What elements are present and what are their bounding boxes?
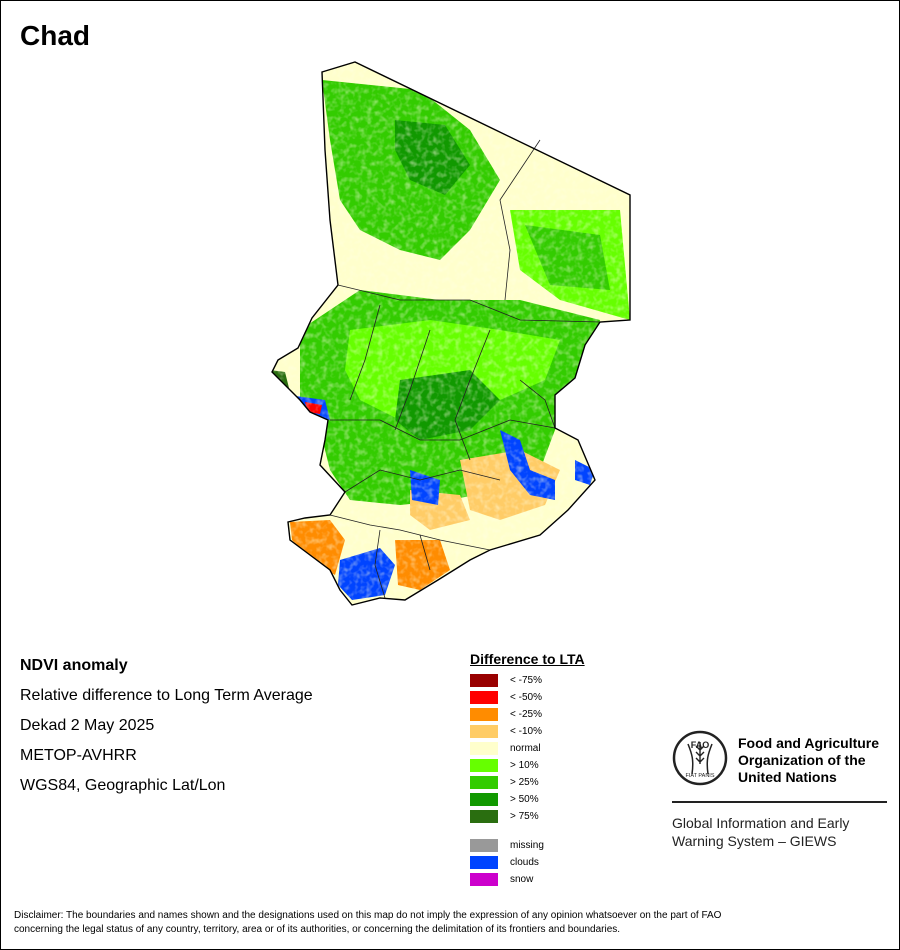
legend-swatch xyxy=(470,674,498,687)
legend-label: normal xyxy=(510,743,541,754)
legend-classes: < -75% < -50% < -25% < -10% normal > 10% > 25%… xyxy=(470,672,670,825)
chad-map-svg xyxy=(271,61,631,606)
legend: Difference to LTA < -75% < -50% < -25% < -1… xyxy=(470,651,670,888)
logo-divider xyxy=(672,801,887,803)
legend-label: snow xyxy=(510,874,534,885)
legend-item: > 75% xyxy=(470,808,670,825)
admin-boundaries xyxy=(329,139,601,599)
legend-item: normal xyxy=(470,740,670,757)
fao-emblem-icon: FAO FIAT PANIS xyxy=(672,730,728,786)
legend-swatch xyxy=(470,793,498,806)
ndvi-raster xyxy=(272,62,630,605)
legend-item: < -75% xyxy=(470,672,670,689)
boundary-line xyxy=(394,329,431,431)
legend-swatch xyxy=(470,810,498,823)
time-period: Dekad 2 May 2025 xyxy=(20,717,155,734)
boundary-line xyxy=(344,469,501,493)
giews-name: Global Information and Early Warning Sys… xyxy=(672,815,850,849)
legend-label: < -25% xyxy=(510,709,542,720)
legend-label: < -10% xyxy=(510,726,542,737)
boundary-line xyxy=(374,529,386,599)
legend-item: < -50% xyxy=(470,689,670,706)
legend-swatch xyxy=(470,776,498,789)
legend-label: > 75% xyxy=(510,811,539,822)
legend-title: Difference to LTA xyxy=(470,651,585,667)
map-title: Chad xyxy=(20,20,90,51)
legend-swatch xyxy=(470,725,498,738)
legend-item: > 10% xyxy=(470,757,670,774)
legend-swatch xyxy=(470,691,498,704)
legend-item: > 25% xyxy=(470,774,670,791)
map-info: NDVI anomaly Relative difference to Long… xyxy=(20,655,313,805)
legend-swatch xyxy=(470,759,498,772)
legend-swatch xyxy=(470,708,498,721)
legend-item: snow xyxy=(470,871,670,888)
legend-label: clouds xyxy=(510,857,539,868)
legend-swatch xyxy=(470,839,498,852)
boundary-line xyxy=(330,419,556,441)
legend-swatch xyxy=(470,742,498,755)
legend-swatch xyxy=(470,873,498,886)
legend-item: clouds xyxy=(470,854,670,871)
legend-swatch xyxy=(470,856,498,869)
projection-info: WGS84, Geographic Lat/Lon xyxy=(20,777,226,794)
emblem-letters: FAO xyxy=(691,740,710,750)
boundary-line xyxy=(499,139,541,301)
product-description: Relative difference to Long Term Average xyxy=(20,687,313,704)
emblem-motto: FIAT PANIS xyxy=(685,773,714,779)
legend-label: > 50% xyxy=(510,794,539,805)
country-outline xyxy=(271,61,631,606)
ndvi-map xyxy=(260,55,640,615)
product-name: NDVI anomaly xyxy=(20,657,128,674)
legend-extra: missing clouds snow xyxy=(470,837,670,888)
legend-item: < -10% xyxy=(470,723,670,740)
legend-label: < -50% xyxy=(510,692,542,703)
sensor-name: METOP-AVHRR xyxy=(20,747,137,764)
legend-label: < -75% xyxy=(510,675,542,686)
legend-item: missing xyxy=(470,837,670,854)
legend-label: missing xyxy=(510,840,544,851)
boundary-line xyxy=(519,379,556,429)
legend-label: > 10% xyxy=(510,760,539,771)
organization-name: Food and Agriculture Organization of the… xyxy=(738,735,880,785)
raster-texture xyxy=(272,62,630,605)
boundary-line xyxy=(419,534,431,571)
disclaimer: Disclaimer: The boundaries and names sho… xyxy=(14,910,722,935)
boundary-line xyxy=(454,329,491,461)
boundary-line xyxy=(349,304,381,401)
boundary-line xyxy=(329,514,491,551)
boundary-line xyxy=(337,284,601,323)
legend-item: > 50% xyxy=(470,791,670,808)
legend-label: > 25% xyxy=(510,777,539,788)
legend-item: < -25% xyxy=(470,706,670,723)
